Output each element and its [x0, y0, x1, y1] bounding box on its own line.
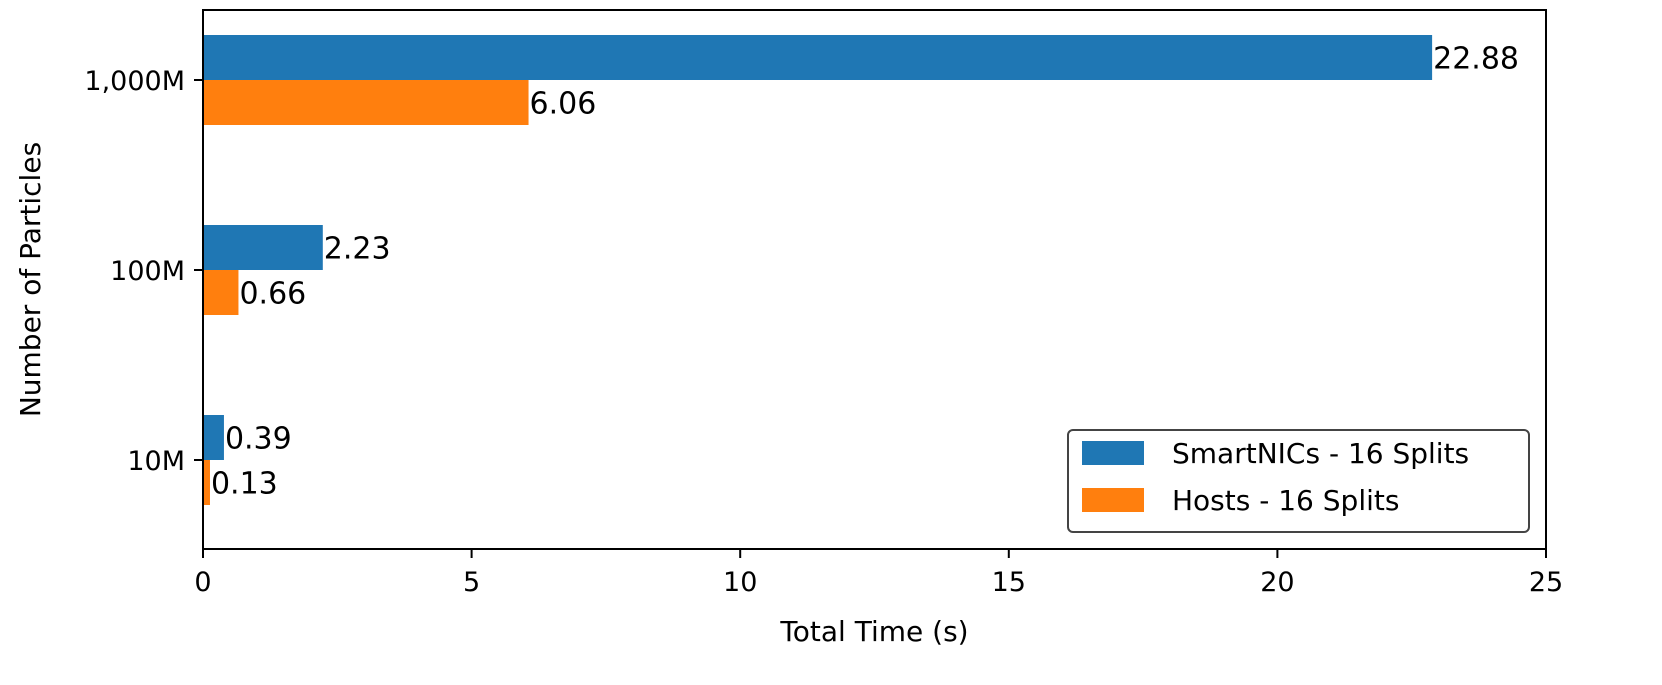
y-tick-label-1-000m: 1,000M — [84, 66, 185, 97]
legend-box — [1067, 429, 1530, 533]
bar-label-smartnics-16-splits-100m: 2.23 — [324, 232, 391, 267]
legend: SmartNICs - 16 Splits Hosts - 16 Splits — [1067, 429, 1530, 533]
x-tick-label-25: 25 — [1529, 567, 1563, 598]
bar-label-hosts-16-splits-100m: 0.66 — [239, 277, 306, 312]
bar-label-smartnics-16-splits-1-000m: 22.88 — [1433, 42, 1519, 77]
legend-label-smartnics: SmartNICs - 16 Splits — [1172, 437, 1469, 470]
bar-label-hosts-16-splits-1-000m: 6.06 — [530, 87, 597, 122]
bar-smartnics-16-splits-1-000m — [203, 35, 1433, 80]
y-tick-label-100m: 100M — [110, 256, 185, 287]
y-axis-label: Number of Particles — [14, 142, 47, 417]
plot-frame — [202, 9, 1547, 550]
legend-swatch-hosts — [1082, 488, 1144, 512]
legend-swatch-smartnics — [1082, 441, 1144, 465]
x-tick-label-0: 0 — [194, 567, 211, 598]
bar-label-smartnics-16-splits-10m: 0.39 — [225, 422, 292, 457]
bar-hosts-16-splits-1-000m — [203, 80, 529, 125]
legend-label-hosts: Hosts - 16 Splits — [1172, 484, 1399, 517]
bar-smartnics-16-splits-10m — [203, 415, 224, 460]
y-axis: 10M 100M 1,000M — [84, 66, 203, 477]
bar-labels: 0.39 0.13 2.23 0.66 22.88 6.06 — [211, 42, 1519, 502]
x-tick-label-5: 5 — [463, 567, 480, 598]
bar-smartnics-16-splits-100m — [203, 225, 323, 270]
bar-hosts-16-splits-100m — [203, 270, 239, 315]
bars — [203, 35, 1433, 505]
bar-hosts-16-splits-10m — [203, 460, 210, 505]
x-axis-label: Total Time (s) — [779, 615, 968, 648]
x-axis: 0 5 10 15 20 25 — [194, 549, 1563, 598]
plot-area: 0.39 0.13 2.23 0.66 22.88 6.06 — [202, 9, 1547, 550]
x-tick-label-15: 15 — [992, 567, 1026, 598]
x-tick-label-10: 10 — [723, 567, 757, 598]
y-tick-label-10m: 10M — [127, 446, 185, 477]
bar-label-hosts-16-splits-10m: 0.13 — [211, 467, 278, 502]
x-tick-label-20: 20 — [1260, 567, 1294, 598]
